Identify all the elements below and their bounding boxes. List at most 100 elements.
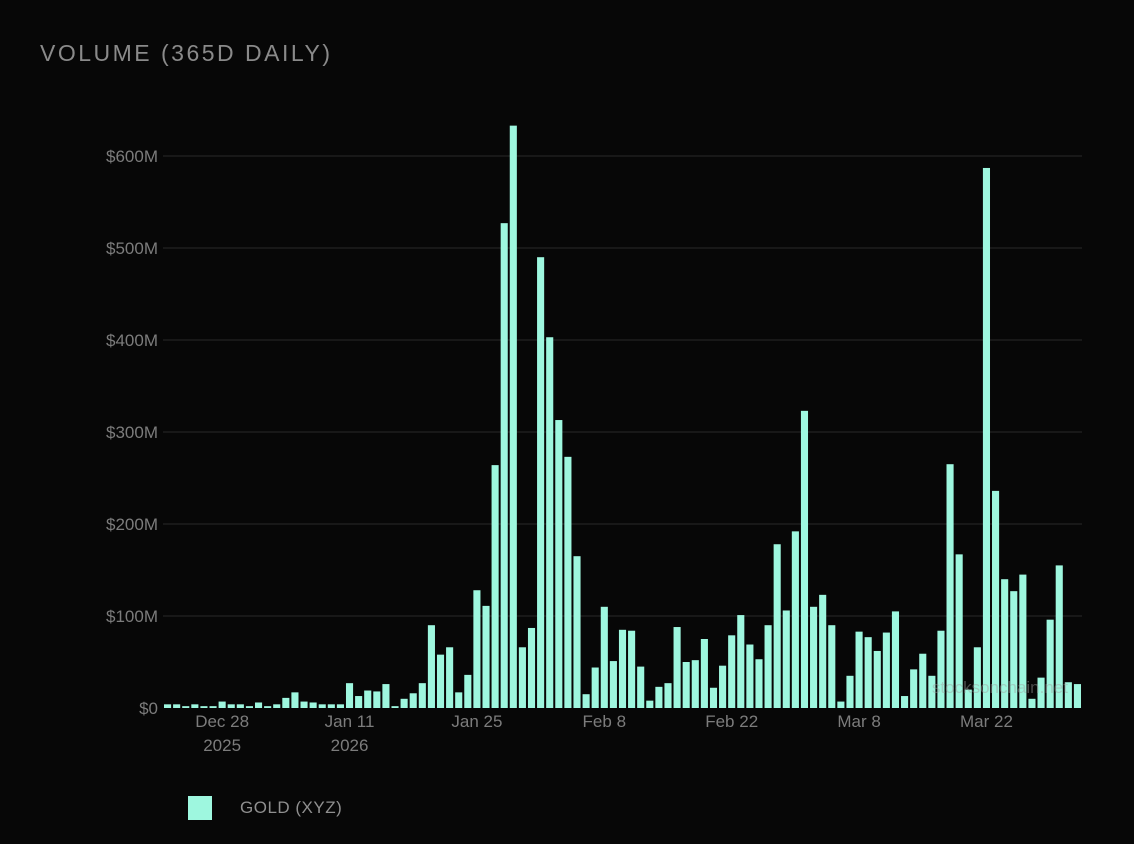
- volume-bar: [928, 675, 936, 708]
- x-tick-label: Jan 25: [451, 712, 502, 731]
- volume-bar: [455, 692, 463, 708]
- volume-bar: [828, 625, 836, 708]
- volume-bar: [609, 661, 617, 708]
- volume-bar: [473, 590, 481, 708]
- volume-bar: [628, 630, 636, 708]
- volume-bar: [509, 125, 517, 708]
- volume-bar: [300, 701, 308, 708]
- volume-bar: [646, 700, 654, 708]
- volume-bar: [209, 706, 217, 708]
- volume-bar: [973, 647, 981, 708]
- y-tick-label: $400M: [106, 331, 158, 350]
- volume-bar: [264, 706, 272, 708]
- volume-bar: [309, 702, 317, 708]
- volume-bar: [345, 683, 354, 708]
- volume-bar: [964, 689, 972, 708]
- volume-bar: [791, 531, 799, 708]
- volume-bar: [891, 611, 900, 708]
- volume-bar: [691, 660, 699, 708]
- volume-bar: [782, 610, 790, 708]
- x-tick-label: Feb 8: [583, 712, 626, 731]
- volume-bar: [737, 615, 745, 708]
- volume-bar: [719, 665, 727, 708]
- y-axis-ticks: $0 $100M $200M $300M $400M $500M $600M: [106, 147, 158, 718]
- volume-bar: [728, 635, 736, 708]
- volume-bar: [254, 702, 263, 708]
- volume-bar: [164, 704, 172, 708]
- volume-bar: [409, 693, 417, 708]
- volume-bar: [218, 701, 226, 708]
- volume-bar: [364, 690, 372, 708]
- volume-bar: [882, 632, 890, 708]
- volume-bar: [910, 669, 918, 708]
- volume-bar: [1019, 574, 1027, 708]
- volume-bar: [464, 674, 472, 708]
- y-tick-label: $0: [139, 699, 158, 718]
- volume-bar: [373, 691, 381, 708]
- volume-bar: [664, 683, 672, 708]
- volume-bar: [846, 675, 854, 708]
- volume-bar: [573, 556, 581, 708]
- bars: [164, 125, 1081, 708]
- volume-bar: [291, 692, 299, 708]
- volume-bar: [919, 653, 927, 708]
- volume-bar: [236, 704, 244, 708]
- y-tick-label: $300M: [106, 423, 158, 442]
- volume-bar: [355, 696, 363, 708]
- volume-bar: [382, 684, 390, 708]
- volume-bar: [591, 667, 599, 708]
- volume-bar: [946, 464, 954, 708]
- volume-bar: [273, 704, 281, 708]
- volume-bar: [227, 704, 235, 708]
- gridlines: [163, 155, 1082, 617]
- volume-bar: [582, 694, 590, 708]
- volume-bar: [418, 683, 426, 708]
- volume-bar: [446, 647, 454, 708]
- volume-bar: [755, 659, 763, 708]
- volume-bar: [282, 697, 290, 708]
- volume-bar: [564, 456, 572, 708]
- volume-bar: [1001, 579, 1009, 708]
- volume-bar: [864, 637, 872, 708]
- y-tick-label: $600M: [106, 147, 158, 166]
- volume-bar: [537, 257, 545, 708]
- volume-bar: [682, 662, 690, 708]
- y-tick-label: $500M: [106, 239, 158, 258]
- volume-bar: [937, 630, 945, 708]
- volume-bar: [318, 704, 326, 708]
- volume-bar: [1055, 565, 1063, 708]
- y-tick-label: $200M: [106, 515, 158, 534]
- volume-bar: [746, 644, 754, 708]
- volume-bar: [427, 625, 435, 708]
- volume-bar: [245, 706, 253, 708]
- volume-bar: [482, 605, 490, 708]
- chart-title: VOLUME (365D DAILY): [40, 40, 333, 66]
- volume-bar: [518, 647, 526, 708]
- x-tick-year-label: 2026: [331, 736, 369, 755]
- volume-bar: [182, 706, 190, 708]
- volume-bar: [400, 698, 408, 708]
- volume-bar: [618, 629, 627, 708]
- volume-bar: [901, 696, 909, 708]
- volume-bar: [873, 650, 881, 708]
- volume-bar: [1064, 682, 1072, 708]
- x-tick-label: Feb 22: [705, 712, 758, 731]
- volume-bar: [173, 704, 181, 708]
- volume-bar: [982, 167, 991, 708]
- volume-bar: [436, 654, 445, 708]
- volume-bar: [500, 223, 508, 708]
- volume-bar: [837, 701, 845, 708]
- volume-bar: [764, 625, 772, 708]
- volume-bar: [391, 706, 399, 708]
- volume-bar: [709, 687, 718, 708]
- x-tick-label: Mar 8: [837, 712, 880, 731]
- y-tick-label: $100M: [106, 607, 158, 626]
- volume-bar: [1037, 677, 1045, 708]
- x-tick-year-label: 2025: [203, 736, 241, 755]
- watermark: stocksonchain.net: [932, 678, 1068, 697]
- volume-bar: [673, 627, 681, 708]
- volume-bar: [200, 706, 208, 708]
- volume-bar: [700, 639, 708, 708]
- volume-bar: [555, 420, 563, 708]
- volume-bar: [637, 666, 645, 708]
